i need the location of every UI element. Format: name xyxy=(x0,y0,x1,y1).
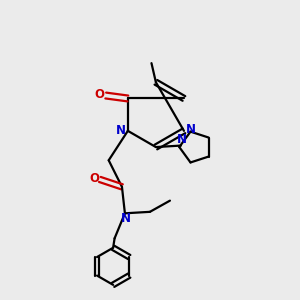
Text: N: N xyxy=(185,123,195,136)
Text: N: N xyxy=(121,212,131,225)
Text: O: O xyxy=(95,88,105,101)
Text: N: N xyxy=(116,124,126,137)
Text: O: O xyxy=(90,172,100,185)
Text: N: N xyxy=(177,133,187,146)
